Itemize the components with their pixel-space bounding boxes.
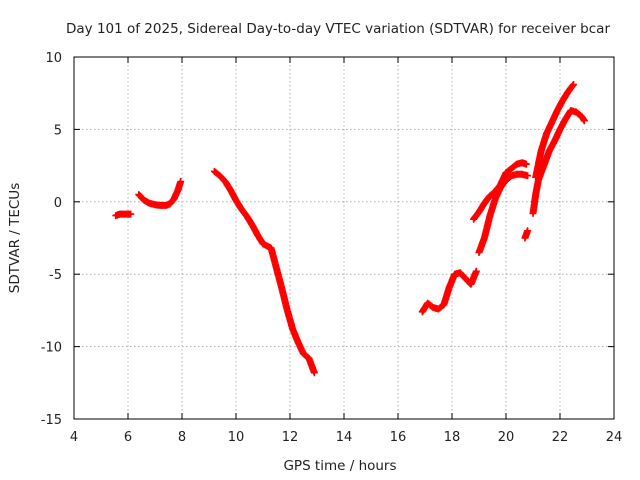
y-tick-label: 10 bbox=[45, 51, 62, 66]
x-tick-label: 24 bbox=[606, 430, 623, 445]
y-axis-label: SDTVAR / TECUs bbox=[7, 183, 23, 293]
series-segment-9 bbox=[532, 81, 577, 181]
y-tick-labels: 10 5 0 -5 -10 -15 bbox=[41, 51, 62, 428]
data-point bbox=[310, 369, 318, 377]
data-point bbox=[580, 117, 588, 125]
ticks-layer bbox=[73, 56, 615, 420]
series-segment-3 bbox=[210, 167, 318, 377]
data-point bbox=[127, 210, 135, 218]
y-tick-label: -10 bbox=[41, 341, 62, 356]
x-tick-label: 16 bbox=[390, 430, 407, 445]
chart-title: Day 101 of 2025, Sidereal Day-to-day VTE… bbox=[66, 21, 610, 37]
x-tick-label: 4 bbox=[70, 430, 78, 445]
grid-layer bbox=[74, 57, 614, 419]
x-tick-label: 22 bbox=[552, 430, 569, 445]
data-point bbox=[524, 172, 532, 180]
x-tick-label: 10 bbox=[228, 430, 245, 445]
y-tick-label: 0 bbox=[54, 196, 62, 211]
series-segment-7 bbox=[521, 227, 532, 242]
x-tick-label: 20 bbox=[498, 430, 515, 445]
data-points bbox=[112, 81, 588, 377]
data-point bbox=[524, 227, 532, 235]
x-tick-label: 18 bbox=[444, 430, 461, 445]
x-tick-label: 14 bbox=[336, 430, 353, 445]
x-tick-label: 6 bbox=[124, 430, 132, 445]
x-tick-label: 12 bbox=[282, 430, 299, 445]
y-tick-label: -15 bbox=[41, 413, 62, 428]
data-point bbox=[522, 160, 530, 168]
x-axis-label: GPS time / hours bbox=[283, 458, 396, 474]
y-tick-label: 5 bbox=[54, 123, 62, 138]
series-segment-1 bbox=[112, 210, 135, 220]
y-tick-label: -5 bbox=[49, 268, 62, 283]
x-tick-label: 8 bbox=[178, 430, 186, 445]
data-point bbox=[472, 267, 480, 275]
series-segment-6 bbox=[475, 170, 532, 256]
data-point bbox=[570, 81, 577, 88]
data-point bbox=[177, 178, 185, 185]
x-tick-labels: 4 6 8 10 12 14 16 18 20 22 24 bbox=[70, 430, 622, 445]
series-segment-2 bbox=[135, 178, 185, 209]
series-segment-4 bbox=[418, 267, 480, 316]
